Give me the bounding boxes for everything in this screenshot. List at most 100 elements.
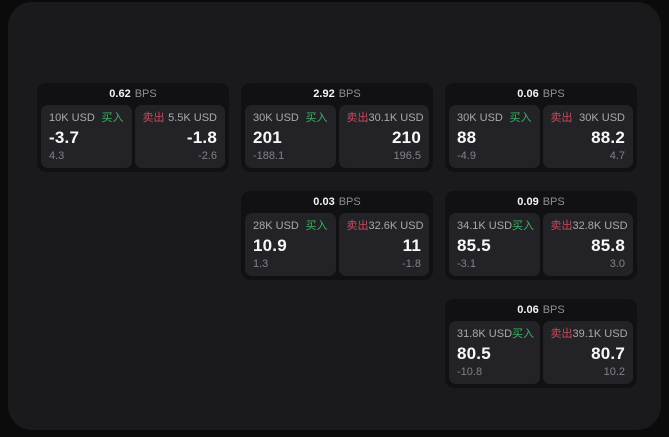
app-container: 0.62 BPS 10K USD 买入 -3.7 4.3 卖出 5.5K USD… (8, 2, 661, 430)
buy-panel-top: 31.8K USD 买入 (457, 328, 535, 340)
sell-side-label: 卖出 (550, 112, 573, 124)
bps-value: 0.09 (517, 195, 539, 208)
sell-panel[interactable]: 卖出 5.5K USD -1.8 -2.6 (134, 105, 225, 168)
bps-unit-label: BPS (338, 87, 361, 100)
sell-panel-top: 卖出 30K USD (551, 112, 626, 124)
buy-panel-top: 30K USD 买入 (253, 112, 328, 124)
sell-side-label: 卖出 (550, 220, 573, 232)
sell-delta: 196.5 (393, 150, 421, 162)
sell-panel[interactable]: 卖出 30K USD 88.2 4.7 (542, 105, 633, 168)
bps-unit-label: BPS (134, 87, 157, 100)
buy-price: 201 (253, 128, 282, 148)
sell-price: 88.2 (591, 128, 625, 148)
sell-size-label: 32.6K USD (368, 220, 424, 232)
buy-panel-top: 28K USD 买入 (253, 220, 328, 232)
quote-card: 2.92 BPS 30K USD 买入 201 -188.1 卖出 30.1K … (241, 83, 433, 172)
buy-panel[interactable]: 34.1K USD 买入 85.5 -3.1 (449, 213, 540, 276)
buy-price: 88 (457, 128, 477, 148)
sell-delta: 10.2 (603, 366, 625, 378)
quote-card: 0.09 BPS 34.1K USD 买入 85.5 -3.1 卖出 32.8K… (445, 191, 637, 280)
sell-size-label: 5.5K USD (168, 112, 217, 124)
sell-price: 210 (392, 128, 421, 148)
buy-size-label: 31.8K USD (457, 328, 513, 340)
card-body: 30K USD 买入 201 -188.1 卖出 30.1K USD 210 1… (241, 105, 433, 172)
card-header: 0.09 BPS (445, 191, 637, 213)
sell-side-label: 卖出 (550, 328, 573, 340)
buy-panel[interactable]: 31.8K USD 买入 80.5 -10.8 (449, 321, 540, 384)
bps-value: 0.06 (517, 303, 539, 316)
sell-price: 80.7 (591, 344, 625, 364)
buy-size-label: 30K USD (253, 112, 299, 124)
sell-size-label: 32.8K USD (572, 220, 628, 232)
sell-panel-top: 卖出 30.1K USD (346, 112, 424, 124)
sell-panel[interactable]: 卖出 32.6K USD 11 -1.8 (338, 213, 429, 276)
sell-price: 85.8 (591, 236, 625, 256)
quote-card: 0.06 BPS 31.8K USD 买入 80.5 -10.8 卖出 39.1… (445, 299, 637, 388)
card-body: 34.1K USD 买入 85.5 -3.1 卖出 32.8K USD 85.8… (445, 213, 637, 280)
buy-price: 10.9 (253, 236, 287, 256)
buy-size-label: 30K USD (457, 112, 503, 124)
sell-panel-top: 卖出 32.8K USD (550, 220, 628, 232)
card-header: 0.03 BPS (241, 191, 433, 213)
sell-delta: -1.8 (402, 258, 421, 270)
bps-value: 0.03 (313, 195, 335, 208)
sell-side-label: 卖出 (346, 220, 369, 232)
card-body: 28K USD 买入 10.9 1.3 卖出 32.6K USD 11 -1.8 (241, 213, 433, 280)
buy-side-label: 买入 (101, 112, 124, 124)
card-body: 10K USD 买入 -3.7 4.3 卖出 5.5K USD -1.8 -2.… (37, 105, 229, 172)
buy-side-label: 买入 (512, 328, 535, 340)
card-header: 2.92 BPS (241, 83, 433, 105)
buy-panel[interactable]: 28K USD 买入 10.9 1.3 (245, 213, 336, 276)
bps-unit-label: BPS (542, 87, 565, 100)
sell-price: 11 (402, 236, 421, 256)
sell-size-label: 39.1K USD (572, 328, 628, 340)
sell-delta: -2.6 (198, 150, 217, 162)
card-body: 31.8K USD 买入 80.5 -10.8 卖出 39.1K USD 80.… (445, 321, 637, 388)
sell-panel[interactable]: 卖出 32.8K USD 85.8 3.0 (542, 213, 633, 276)
bps-value: 2.92 (313, 87, 335, 100)
buy-delta: -4.9 (457, 150, 476, 162)
sell-panel-top: 卖出 5.5K USD (143, 112, 218, 124)
buy-size-label: 28K USD (253, 220, 299, 232)
buy-side-label: 买入 (509, 112, 532, 124)
sell-size-label: 30.1K USD (368, 112, 424, 124)
sell-panel-top: 卖出 32.6K USD (346, 220, 424, 232)
buy-price: 85.5 (457, 236, 491, 256)
sell-delta: 3.0 (609, 258, 625, 270)
buy-panel[interactable]: 30K USD 买入 88 -4.9 (449, 105, 540, 168)
bps-unit-label: BPS (542, 195, 565, 208)
quote-card: 0.03 BPS 28K USD 买入 10.9 1.3 卖出 32.6K US… (241, 191, 433, 280)
card-header: 0.06 BPS (445, 83, 637, 105)
buy-panel-top: 34.1K USD 买入 (457, 220, 535, 232)
buy-side-label: 买入 (512, 220, 535, 232)
bps-value: 0.62 (109, 87, 131, 100)
sell-price: -1.8 (186, 128, 217, 148)
buy-side-label: 买入 (305, 220, 328, 232)
buy-size-label: 34.1K USD (457, 220, 513, 232)
buy-delta: 1.3 (253, 258, 269, 270)
buy-panel[interactable]: 30K USD 买入 201 -188.1 (245, 105, 336, 168)
sell-side-label: 卖出 (346, 112, 369, 124)
quote-card: 0.06 BPS 30K USD 买入 88 -4.9 卖出 30K USD 8… (445, 83, 637, 172)
sell-panel[interactable]: 卖出 30.1K USD 210 196.5 (338, 105, 429, 168)
buy-delta: -10.8 (457, 366, 483, 378)
buy-price: 80.5 (457, 344, 491, 364)
buy-panel[interactable]: 10K USD 买入 -3.7 4.3 (41, 105, 132, 168)
buy-delta: -188.1 (253, 150, 285, 162)
buy-price: -3.7 (49, 128, 80, 148)
bps-unit-label: BPS (338, 195, 361, 208)
buy-delta: 4.3 (49, 150, 65, 162)
quote-cards-grid: 0.62 BPS 10K USD 买入 -3.7 4.3 卖出 5.5K USD… (37, 83, 637, 388)
buy-delta: -3.1 (457, 258, 476, 270)
buy-panel-top: 10K USD 买入 (49, 112, 124, 124)
bps-value: 0.06 (517, 87, 539, 100)
sell-delta: 4.7 (609, 150, 625, 162)
bps-unit-label: BPS (542, 303, 565, 316)
buy-size-label: 10K USD (49, 112, 95, 124)
buy-side-label: 买入 (305, 112, 328, 124)
card-header: 0.62 BPS (37, 83, 229, 105)
quote-card: 0.62 BPS 10K USD 买入 -3.7 4.3 卖出 5.5K USD… (37, 83, 229, 172)
sell-panel-top: 卖出 39.1K USD (550, 328, 628, 340)
sell-size-label: 30K USD (579, 112, 625, 124)
sell-panel[interactable]: 卖出 39.1K USD 80.7 10.2 (542, 321, 633, 384)
